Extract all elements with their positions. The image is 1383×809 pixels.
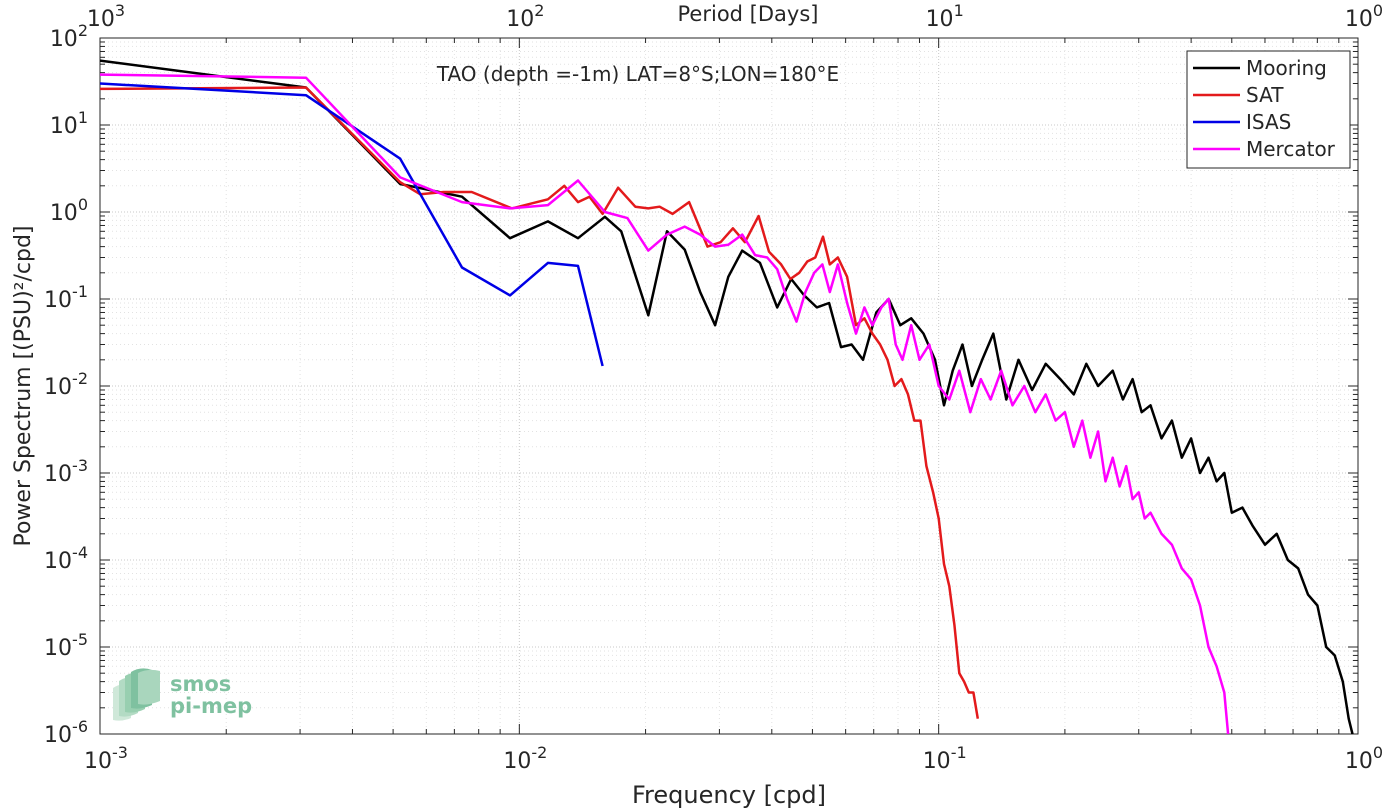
series-lines (100, 59, 1354, 734)
top-tick-label: 102 (506, 1, 544, 32)
x-tick-label: 100 (1345, 743, 1383, 774)
chart-title: TAO (depth =-1m) LAT=8°S;LON=180°E (436, 62, 839, 86)
y-tick-label: 10-3 (44, 456, 88, 487)
series-line-isas (100, 82, 604, 367)
plot-frame (99, 37, 1359, 735)
y-axis-label: Power Spectrum [(PSU)²/cpd] (11, 225, 36, 546)
y-tick-label: 101 (50, 108, 88, 139)
top-tick-label: 100 (1345, 1, 1383, 32)
legend-label-isas: ISAS (1246, 110, 1291, 134)
series-line-sat (100, 86, 980, 719)
series-line-mercator (100, 73, 1230, 734)
legend: Mooring SAT ISAS Mercator (1186, 50, 1351, 169)
y-tick-label: 10-5 (44, 630, 88, 661)
x-tick-label: 10-2 (503, 743, 547, 774)
legend-label-mercator: Mercator (1246, 137, 1336, 161)
x-tick-label: 10-1 (923, 743, 967, 774)
y-tick-label: 102 (50, 21, 88, 52)
y-tick-label: 10-1 (44, 282, 88, 313)
y-tick-label: 10-4 (44, 543, 88, 574)
y-tick-label: 10-6 (44, 717, 88, 748)
logo-text-pimep: pi-mep (170, 694, 252, 718)
grid (99, 38, 1358, 735)
y-tick-label: 10-2 (44, 369, 88, 400)
smos-pimep-logo: smos pi-mep (113, 668, 252, 721)
y-tick-label: 100 (50, 195, 88, 226)
series-line-mooring (100, 59, 1354, 734)
top-tick-label: 101 (926, 1, 964, 32)
top-tick-label: 103 (87, 1, 125, 32)
x-axis-label: Frequency [cpd] (632, 781, 826, 809)
logo-wave-icon (113, 668, 160, 721)
x-tick-label: 10-3 (84, 743, 128, 774)
legend-label-mooring: Mooring (1246, 56, 1327, 80)
logo-text-smos: smos (170, 672, 231, 696)
legend-label-sat: SAT (1246, 83, 1284, 107)
top-axis-label: Period [Days] (678, 2, 819, 26)
